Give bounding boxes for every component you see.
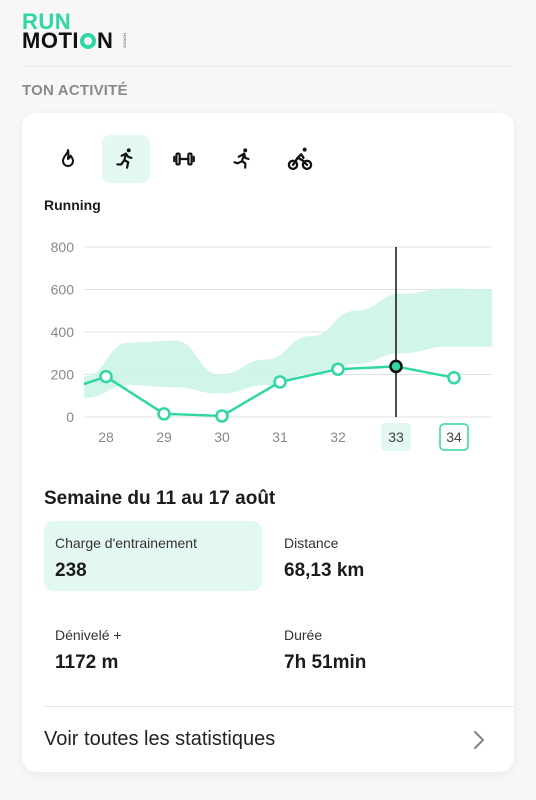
x-tick-label: 31: [272, 429, 288, 445]
confidence-band: [84, 288, 492, 398]
logo-tagline: COACH: [122, 33, 128, 48]
section-title: TON ACTIVITÉ: [22, 82, 128, 99]
stat-duration: Durée 7h 51min: [273, 613, 491, 683]
tab-trail[interactable]: [218, 135, 266, 183]
tab-running[interactable]: [102, 135, 150, 183]
logo-ring-icon: [80, 32, 96, 49]
stat-elevation: Dénivelé + 1172 m: [44, 613, 262, 683]
sprinter-icon: [233, 148, 250, 169]
y-tick-label: 400: [51, 324, 75, 340]
tab-strength[interactable]: [160, 135, 208, 183]
selected-week-highlight: [381, 423, 411, 451]
chevron-right-icon: [473, 730, 485, 749]
y-tick-label: 200: [51, 367, 75, 383]
series-line: [83, 365, 455, 418]
logo-line-motion: MOTI N COACH: [22, 28, 134, 53]
stat-label: Charge d'entrainement: [55, 535, 197, 551]
app-logo: RUN MOTI N COACH: [22, 9, 134, 53]
stat-label: Distance: [284, 535, 339, 551]
selected-data-point: [389, 359, 403, 374]
x-tick-label: 33: [388, 429, 404, 445]
stat-training-load: Charge d'entrainement 238: [44, 521, 262, 591]
logo-line-run: RUN: [22, 9, 72, 34]
x-tick-label: 34: [446, 429, 462, 445]
header-divider: [22, 66, 514, 67]
stat-value: 7h 51min: [284, 652, 367, 673]
y-tick-label: 600: [51, 282, 75, 298]
sport-tabs: [44, 135, 324, 183]
tab-cycling[interactable]: [276, 135, 324, 183]
stat-label: Durée: [284, 627, 323, 643]
see-all-label: Voir toutes les statistiques: [44, 728, 276, 750]
current-week-box: [439, 423, 469, 451]
tab-flame[interactable]: [44, 135, 92, 183]
logo-text-end: N: [97, 28, 114, 53]
y-tick-label: 0: [66, 409, 74, 425]
data-point: [447, 370, 461, 385]
runner-icon: [116, 148, 133, 169]
x-tick-label: 32: [330, 429, 346, 445]
activity-card: Running 800 600 400 200 0 28 29 30 31 32 33 34 Sema…: [22, 113, 514, 772]
week-title: Semaine du 11 au 17 août: [44, 488, 276, 509]
activity-chart: 800 600 400 200 0 28 29 30 31 32 33 34: [51, 239, 492, 451]
stat-label: Dénivelé +: [55, 627, 122, 643]
stat-distance: Distance 68,13 km: [273, 521, 491, 591]
stat-value: 68,13 km: [284, 560, 365, 581]
stat-value: 1172 m: [55, 652, 119, 673]
data-point: [99, 369, 113, 384]
y-tick-label: 800: [51, 239, 75, 255]
sport-label: Running: [44, 197, 101, 213]
x-tick-label: 29: [156, 429, 172, 445]
x-tick-label: 30: [214, 429, 230, 445]
dumbbell-icon: [173, 152, 195, 166]
data-point: [215, 409, 229, 423]
logo-text-part: MOTI: [22, 28, 79, 53]
flame-icon: [62, 149, 74, 167]
data-point: [331, 362, 345, 376]
cyclist-icon: [287, 147, 313, 171]
stat-value: 238: [55, 560, 87, 581]
see-all-stats-link[interactable]: Voir toutes les statistiques: [22, 707, 514, 772]
data-point: [157, 407, 171, 421]
data-point: [273, 375, 287, 389]
x-tick-label: 28: [98, 429, 114, 445]
card-divider: [44, 706, 514, 707]
